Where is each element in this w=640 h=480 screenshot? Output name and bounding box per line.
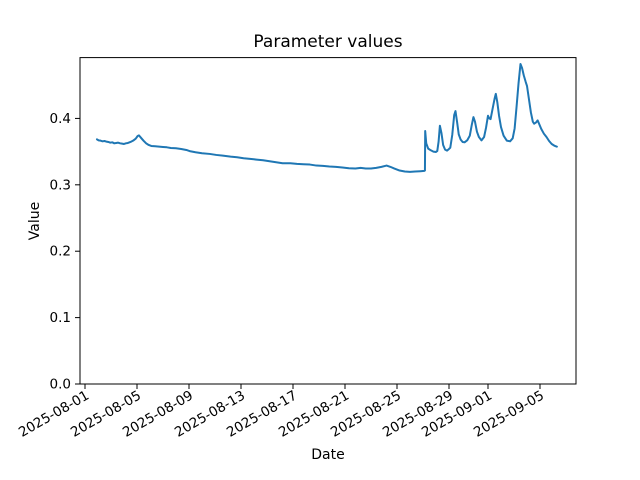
- plot-frame: [79, 57, 577, 385]
- y-axis-label: Value: [27, 201, 43, 241]
- plot-line: [95, 62, 558, 173]
- y-tick-label: 0.1: [50, 310, 71, 326]
- y-tick-label: 0.4: [50, 111, 71, 127]
- x-axis-label: Date: [311, 447, 345, 463]
- chart-title: Parameter values: [253, 32, 403, 52]
- y-tick-label: 0.0: [50, 377, 71, 393]
- y-tick-label: 0.3: [50, 177, 71, 193]
- y-tick-label: 0.2: [50, 244, 71, 260]
